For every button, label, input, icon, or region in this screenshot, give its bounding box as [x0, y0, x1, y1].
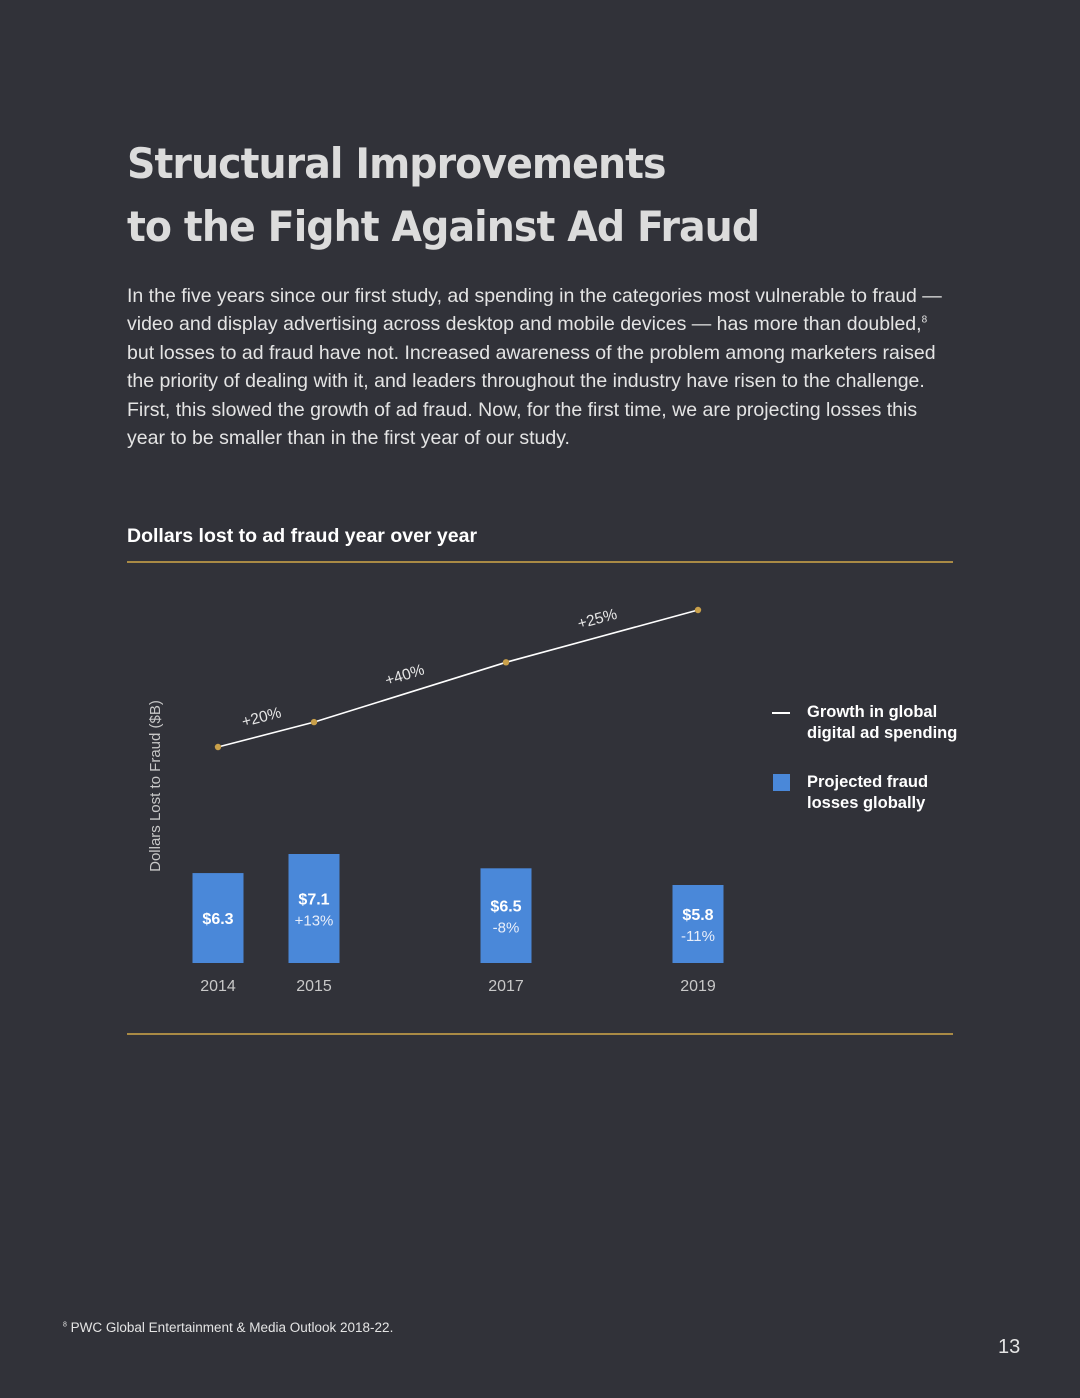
bar-value-label-2017: $6.5: [490, 899, 521, 916]
bar-change-label-2015: +13%: [295, 913, 334, 930]
x-tick-label-2017: 2017: [488, 978, 524, 995]
bars-layer: [192, 854, 724, 963]
legend-label-ad-spending: Growth in global digital ad spending: [807, 703, 958, 742]
title-line-1: Structural Improvements: [127, 139, 667, 188]
line-point-2014: [214, 743, 222, 751]
line-point-2019: [694, 606, 702, 614]
chart-top-rule: [127, 561, 953, 563]
legend-line-swatch: [772, 712, 790, 714]
bar-value-label-2014: $6.3: [202, 911, 233, 928]
legend-label-fraud-losses: Projected fraud losses globally: [807, 773, 929, 812]
bar-change-label-2019: -11%: [681, 928, 715, 945]
intro-paragraph: In the five years since our first study,…: [127, 282, 957, 452]
x-tick-label-2015: 2015: [296, 978, 332, 995]
chart-bottom-rule: [127, 1033, 953, 1035]
x-tick-label-2019: 2019: [680, 978, 716, 995]
bar-change-label-2017: -8%: [493, 920, 520, 937]
x-tick-label-2014: 2014: [200, 978, 236, 995]
segment-growth-label-2: +40%: [383, 661, 427, 689]
chart-title: Dollars lost to ad fraud year over year: [127, 525, 478, 547]
title-line-2: to the Fight Against Ad Fraud: [127, 202, 760, 251]
footnote-text: PWC Global Entertainment & Media Outlook…: [66, 1320, 394, 1335]
bar-2015: [288, 854, 340, 963]
bar-2017: [480, 868, 532, 963]
bar-value-label-2015: $7.1: [298, 892, 329, 909]
line-layer: [214, 606, 702, 751]
intro-text-part-1: In the five years since our first study,…: [127, 285, 942, 336]
segment-growth-label-1: +20%: [240, 704, 283, 731]
segment-growth-label-3: +25%: [576, 606, 619, 633]
y-axis-label: Dollars Lost to Fraud ($B): [147, 700, 164, 872]
footnote-marker: 8: [63, 1321, 67, 1329]
intro-text-part-2: but losses to ad fraud have not. Increas…: [127, 341, 936, 450]
line-point-2017: [502, 659, 510, 666]
page-number: 13: [998, 1336, 1021, 1358]
legend-square-swatch: [773, 774, 790, 791]
bar-value-label-2019: $5.8: [682, 907, 713, 924]
line-point-2015: [310, 718, 318, 726]
footnote-ref[interactable]: 8: [921, 314, 928, 326]
bar-2019: [672, 885, 724, 963]
ad-spending-growth-line: [217, 609, 699, 748]
fraud-chart: $6.3 2014 $7.1 +13% 2015 $6.5 -8% 2017 $5.8 -11% 2…: [147, 606, 724, 995]
bar-2014: [192, 873, 244, 963]
footnote: 8 PWC Global Entertainment & Media Outlo…: [63, 1320, 393, 1335]
page-title: Structural Improvements to the Fight Aga…: [127, 132, 760, 258]
